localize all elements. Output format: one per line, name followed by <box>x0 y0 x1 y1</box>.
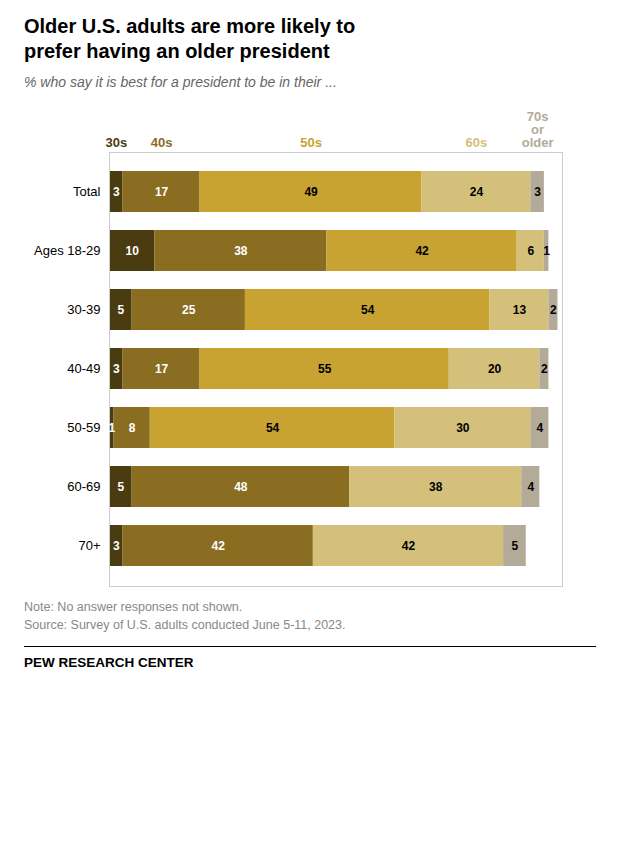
svg-text:3: 3 <box>534 185 541 199</box>
svg-text:70sorolder: 70sorolder <box>522 109 554 150</box>
svg-text:40-49: 40-49 <box>67 361 100 376</box>
svg-text:4: 4 <box>527 480 534 494</box>
svg-text:2: 2 <box>550 303 557 317</box>
svg-text:55: 55 <box>318 362 332 376</box>
svg-text:8: 8 <box>129 421 136 435</box>
svg-text:3: 3 <box>113 185 120 199</box>
svg-text:25: 25 <box>182 303 196 317</box>
svg-text:20: 20 <box>488 362 502 376</box>
svg-text:49: 49 <box>304 185 318 199</box>
svg-text:30-39: 30-39 <box>67 302 100 317</box>
svg-text:60-69: 60-69 <box>67 479 100 494</box>
svg-text:70+: 70+ <box>78 538 100 553</box>
svg-text:54: 54 <box>266 421 280 435</box>
svg-text:5: 5 <box>117 303 124 317</box>
svg-text:13: 13 <box>513 303 527 317</box>
html-text:PEW RESEARCH CENTER: PEW RESEARCH CENTER <box>24 655 194 670</box>
svg-text:2: 2 <box>541 362 548 376</box>
html-text:% who say it is best for a pre: % who say it is best for a president to … <box>24 74 337 90</box>
svg-text:42: 42 <box>402 539 416 553</box>
svg-text:1: 1 <box>108 421 115 435</box>
svg-text:5: 5 <box>117 480 124 494</box>
svg-text:40s: 40s <box>151 135 173 150</box>
svg-text:38: 38 <box>429 480 443 494</box>
svg-text:5: 5 <box>512 539 519 553</box>
svg-text:6: 6 <box>527 244 534 258</box>
svg-text:Total: Total <box>73 184 101 199</box>
svg-text:38: 38 <box>234 244 248 258</box>
svg-text:30: 30 <box>456 421 470 435</box>
svg-text:54: 54 <box>361 303 375 317</box>
svg-text:42: 42 <box>415 244 429 258</box>
svg-text:30s: 30s <box>105 135 127 150</box>
html-text:Note: No answer responses not: Note: No answer responses not shown. <box>24 600 243 614</box>
svg-text:1: 1 <box>543 244 550 258</box>
svg-text:48: 48 <box>234 480 248 494</box>
svg-text:42: 42 <box>212 539 226 553</box>
svg-text:24: 24 <box>470 185 484 199</box>
svg-text:Ages 18-29: Ages 18-29 <box>34 243 101 258</box>
svg-text:3: 3 <box>113 362 120 376</box>
html-text:Source: Survey of U.S. adults: Source: Survey of U.S. adults conducted … <box>24 618 346 632</box>
svg-text:17: 17 <box>155 185 169 199</box>
html-text:Older U.S. adults are more lik: Older U.S. adults are more likely to pre… <box>24 15 356 62</box>
svg-text:3: 3 <box>113 539 120 553</box>
svg-text:4: 4 <box>537 421 544 435</box>
svg-text:60s: 60s <box>466 135 488 150</box>
svg-text:50-59: 50-59 <box>67 420 100 435</box>
svg-text:17: 17 <box>155 362 169 376</box>
svg-text:10: 10 <box>125 244 139 258</box>
svg-text:50s: 50s <box>300 135 322 150</box>
